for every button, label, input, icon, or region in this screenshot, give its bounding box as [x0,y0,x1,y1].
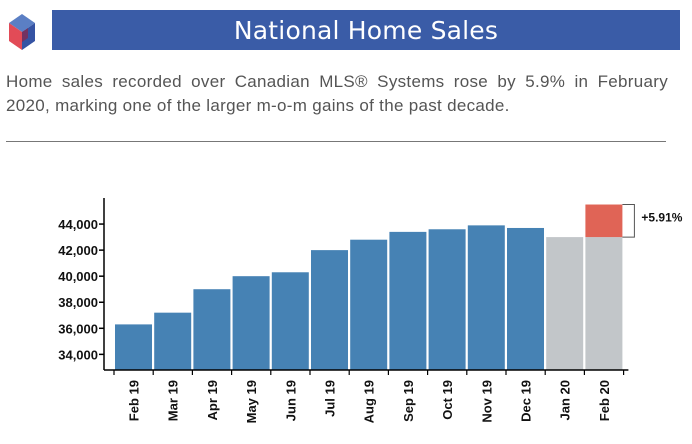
company-logo-icon [9,14,35,50]
x-tick-label: Apr 19 [205,380,220,420]
x-tick-label: Feb 20 [597,380,612,421]
bar [467,225,505,370]
y-tick-label: 42,000 [58,243,98,258]
page-title: National Home Sales [233,15,499,45]
y-tick-label: 36,000 [58,321,98,336]
increase-bracket [622,204,635,238]
y-tick-label: 44,000 [58,217,98,232]
divider [6,141,666,142]
bar [311,250,348,370]
y-tick-label: 38,000 [58,295,98,310]
increase-label: +5.91% [641,211,682,225]
bar-increase-feb-20 [585,204,623,238]
bar [154,312,192,370]
bar [428,229,466,370]
x-tick-label: Mar 19 [166,380,181,421]
bar [546,237,584,370]
bar-base-feb-20 [585,237,623,370]
x-tick-label: Nov 19 [479,380,494,423]
x-tick-label: Sep 19 [401,380,416,422]
x-tick-label: Feb 19 [127,380,142,421]
bar [193,289,231,370]
x-tick-label: Aug 19 [362,380,377,423]
page-title-banner: National Home Sales [52,10,680,50]
x-tick-label: Jul 19 [323,380,338,417]
x-tick-label: May 19 [244,380,259,423]
bar [115,324,152,370]
bar [389,231,427,370]
bar [507,227,544,370]
x-tick-label: Jan 20 [558,380,573,420]
bar [350,239,388,370]
y-tick-label: 40,000 [58,269,98,284]
home-sales-bar-chart: 34,000 36,000 38,000 40,000 42,000 44,000 +5.9… [58,198,683,423]
summary-text: Home sales recorded over Canadian MLS® S… [6,72,668,115]
y-tick-label: 34,000 [58,347,98,362]
x-tick-label: Oct 19 [440,380,455,420]
bar [271,272,309,370]
bar [232,276,270,370]
x-tick-label: Dec 19 [519,380,534,422]
x-tick-label: Jun 19 [283,380,298,421]
